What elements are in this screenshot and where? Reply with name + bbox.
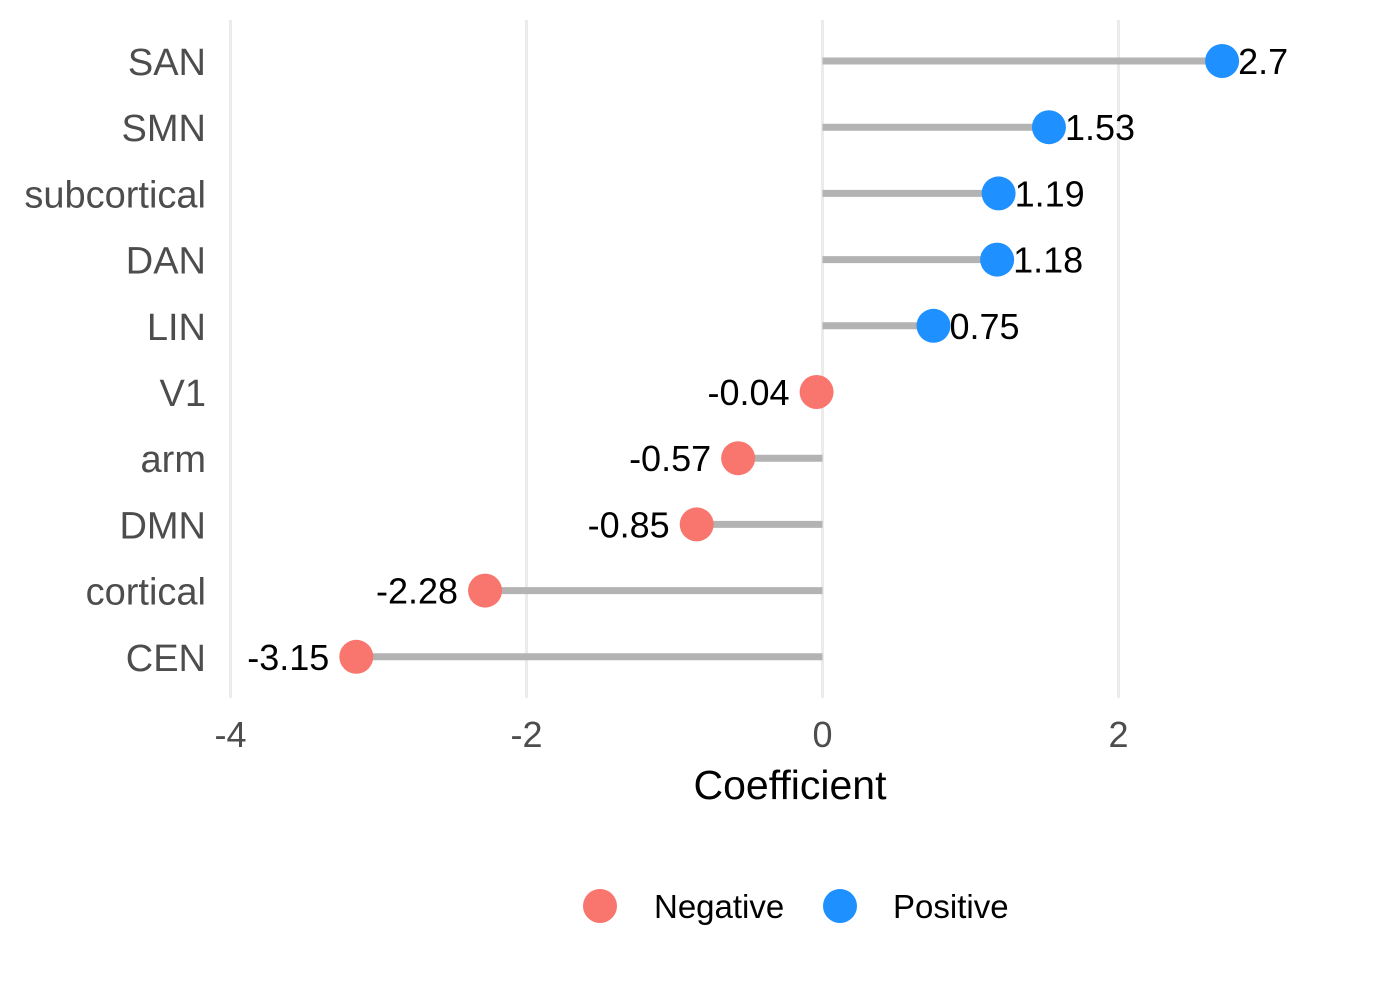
data-label: -3.15 — [247, 637, 329, 678]
data-labels: 2.7 1.53 1.19 1.18 0.75 -0.04 -0.57 -0.85 -2.28 -… — [247, 41, 1288, 678]
x-axis-ticks: -4 -2 0 2 — [214, 714, 1128, 755]
y-axis-labels: SAN SMN subcortical DAN LIN V1 arm DMN cortical C… — [24, 42, 206, 680]
gridlines — [229, 20, 1120, 698]
legend-label: Negative — [654, 888, 784, 925]
data-point — [339, 639, 374, 674]
data-point — [1205, 44, 1240, 78]
legend-key-positive — [823, 889, 857, 923]
data-label: 0.75 — [950, 306, 1020, 347]
points — [339, 44, 1240, 674]
data-point — [679, 507, 714, 542]
x-tick-label: -2 — [510, 714, 542, 755]
data-label: 2.7 — [1238, 41, 1288, 82]
x-axis-title: Coefficient — [694, 762, 888, 808]
data-point — [721, 441, 756, 476]
y-category-label: DAN — [126, 241, 206, 283]
data-label: 1.53 — [1065, 107, 1135, 148]
data-label: -2.28 — [376, 571, 458, 612]
y-category-label: arm — [141, 439, 206, 481]
x-tick-label: 2 — [1108, 714, 1128, 755]
x-tick-label: 0 — [812, 714, 832, 755]
data-label: 1.18 — [1013, 240, 1083, 281]
data-label: -0.04 — [708, 372, 790, 413]
data-label: -0.57 — [629, 438, 711, 479]
data-point — [981, 176, 1016, 211]
y-category-label: CEN — [126, 638, 206, 680]
y-category-label: SAN — [128, 42, 206, 84]
data-point — [916, 308, 951, 343]
y-category-label: V1 — [160, 373, 206, 415]
data-label: 1.19 — [1015, 173, 1085, 214]
data-point — [799, 375, 834, 409]
legend-key-negative — [583, 889, 617, 923]
x-tick-label: -4 — [214, 714, 246, 755]
y-category-label: LIN — [147, 307, 206, 349]
y-category-label: subcortical — [24, 174, 206, 216]
data-point — [1031, 110, 1066, 145]
stems — [356, 57, 1223, 661]
legend-label: Positive — [893, 888, 1009, 925]
y-category-label: SMN — [122, 108, 206, 150]
y-category-label: cortical — [86, 572, 206, 614]
legend: Negative Positive — [583, 888, 1009, 925]
data-point — [468, 573, 503, 608]
data-label: -0.85 — [588, 504, 670, 545]
y-category-label: DMN — [119, 505, 206, 547]
data-point — [980, 242, 1015, 277]
